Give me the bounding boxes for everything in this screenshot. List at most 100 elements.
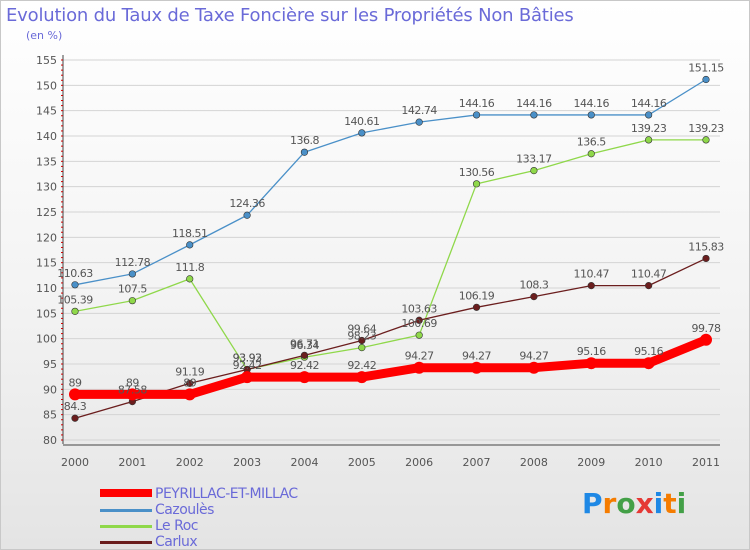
data-point	[472, 180, 481, 188]
data-point	[642, 357, 655, 370]
data-label: 93.93	[233, 351, 262, 364]
data-label: 94.27	[519, 350, 548, 363]
x-tick-label: 2009	[577, 456, 605, 469]
data-label: 89	[183, 376, 196, 389]
data-label: 95.16	[577, 345, 606, 358]
data-point	[241, 371, 254, 384]
data-label: 144.16	[459, 97, 495, 110]
y-tick-label: 100	[36, 333, 57, 346]
legend-swatch	[100, 541, 152, 544]
legend-label: Carlux	[155, 534, 198, 550]
x-tick-label: 2010	[635, 456, 663, 469]
data-label: 94.27	[405, 350, 434, 363]
data-point	[645, 136, 653, 144]
logo-letter: o	[616, 487, 636, 520]
data-label: 136.8	[290, 134, 319, 147]
data-point	[126, 388, 139, 401]
series-line	[74, 78, 707, 286]
data-point	[69, 388, 81, 401]
data-point	[530, 293, 538, 301]
data-label: 84.3	[64, 400, 87, 413]
y-tick-label: 80	[43, 434, 57, 447]
series-line	[70, 335, 711, 399]
data-point	[472, 111, 481, 119]
data-label: 136.5	[577, 136, 606, 149]
data-label: 103.63	[401, 302, 437, 315]
data-point	[298, 371, 311, 384]
data-label: 94.27	[462, 350, 491, 363]
legend-label: Le Roc	[155, 518, 198, 534]
data-label: 96.34	[290, 339, 319, 352]
y-tick-label: 150	[36, 79, 57, 92]
y-tick-label: 145	[36, 105, 57, 118]
data-point	[702, 75, 710, 84]
data-point	[415, 316, 423, 324]
data-label: 89	[69, 376, 82, 389]
series-line	[74, 257, 707, 419]
data-label: 139.23	[688, 122, 724, 135]
data-point	[645, 111, 653, 119]
y-tick-label: 110	[36, 282, 57, 295]
data-label: 118.51	[172, 227, 208, 240]
data-point	[415, 118, 423, 126]
data-point	[243, 211, 251, 219]
data-point	[587, 111, 595, 119]
data-label: 144.16	[574, 97, 610, 110]
data-point	[71, 414, 79, 422]
data-point	[702, 136, 710, 144]
chart-title: Evolution du Taux de Taxe Foncière sur l…	[6, 5, 574, 26]
logo-letter: x	[635, 487, 654, 520]
x-tick-label: 2004	[290, 456, 318, 469]
y-tick-label: 90	[43, 383, 57, 396]
logo-letter: t	[663, 487, 677, 520]
y-tick-label: 85	[43, 409, 57, 422]
data-label: 151.15	[688, 62, 724, 75]
data-label: 108.3	[519, 279, 548, 292]
data-label: 110.63	[57, 267, 93, 280]
data-point	[71, 307, 79, 315]
data-point	[700, 333, 712, 346]
legend-swatch	[100, 509, 152, 512]
data-label: 96.71	[290, 337, 319, 350]
legend-swatch	[100, 525, 152, 528]
data-point	[587, 282, 595, 290]
y-tick-label: 115	[36, 257, 57, 270]
x-tick-label: 2002	[176, 456, 204, 469]
data-label: 130.56	[459, 166, 495, 179]
data-label: 100.69	[401, 317, 437, 330]
x-tick-label: 2000	[61, 456, 89, 469]
data-point	[300, 351, 309, 359]
x-tick-label: 2003	[233, 456, 261, 469]
data-point	[527, 361, 540, 374]
data-label: 105.39	[57, 293, 93, 306]
data-point	[71, 281, 79, 289]
data-label: 112.78	[115, 256, 151, 269]
y-tick-label: 135	[36, 155, 57, 168]
data-label: 92.42	[347, 359, 376, 372]
logo-letter: i	[653, 487, 664, 520]
y-tick-label: 105	[36, 307, 57, 320]
data-point	[186, 275, 194, 283]
y-tick-label: 125	[36, 206, 57, 219]
y-tick-label: 120	[36, 231, 57, 244]
data-point	[358, 129, 366, 137]
data-label: 124.36	[229, 197, 265, 210]
data-label: 115.83	[688, 240, 724, 253]
data-label: 140.61	[344, 115, 380, 128]
x-tick-label: 2008	[520, 456, 548, 469]
data-point	[702, 254, 710, 263]
data-point	[128, 270, 136, 278]
data-label: 92.42	[290, 359, 319, 372]
data-label: 98.23	[347, 330, 376, 343]
data-label: 144.16	[631, 97, 667, 110]
data-point	[128, 297, 136, 305]
data-label: 95.16	[634, 345, 663, 358]
logo-letter: r	[602, 487, 617, 520]
data-label: 87.58	[118, 384, 147, 397]
data-point	[183, 388, 196, 401]
data-label: 91.19	[175, 365, 204, 378]
data-label: 133.17	[516, 153, 552, 166]
logo-letter: i	[676, 487, 687, 520]
data-label: 93.92	[233, 351, 262, 364]
